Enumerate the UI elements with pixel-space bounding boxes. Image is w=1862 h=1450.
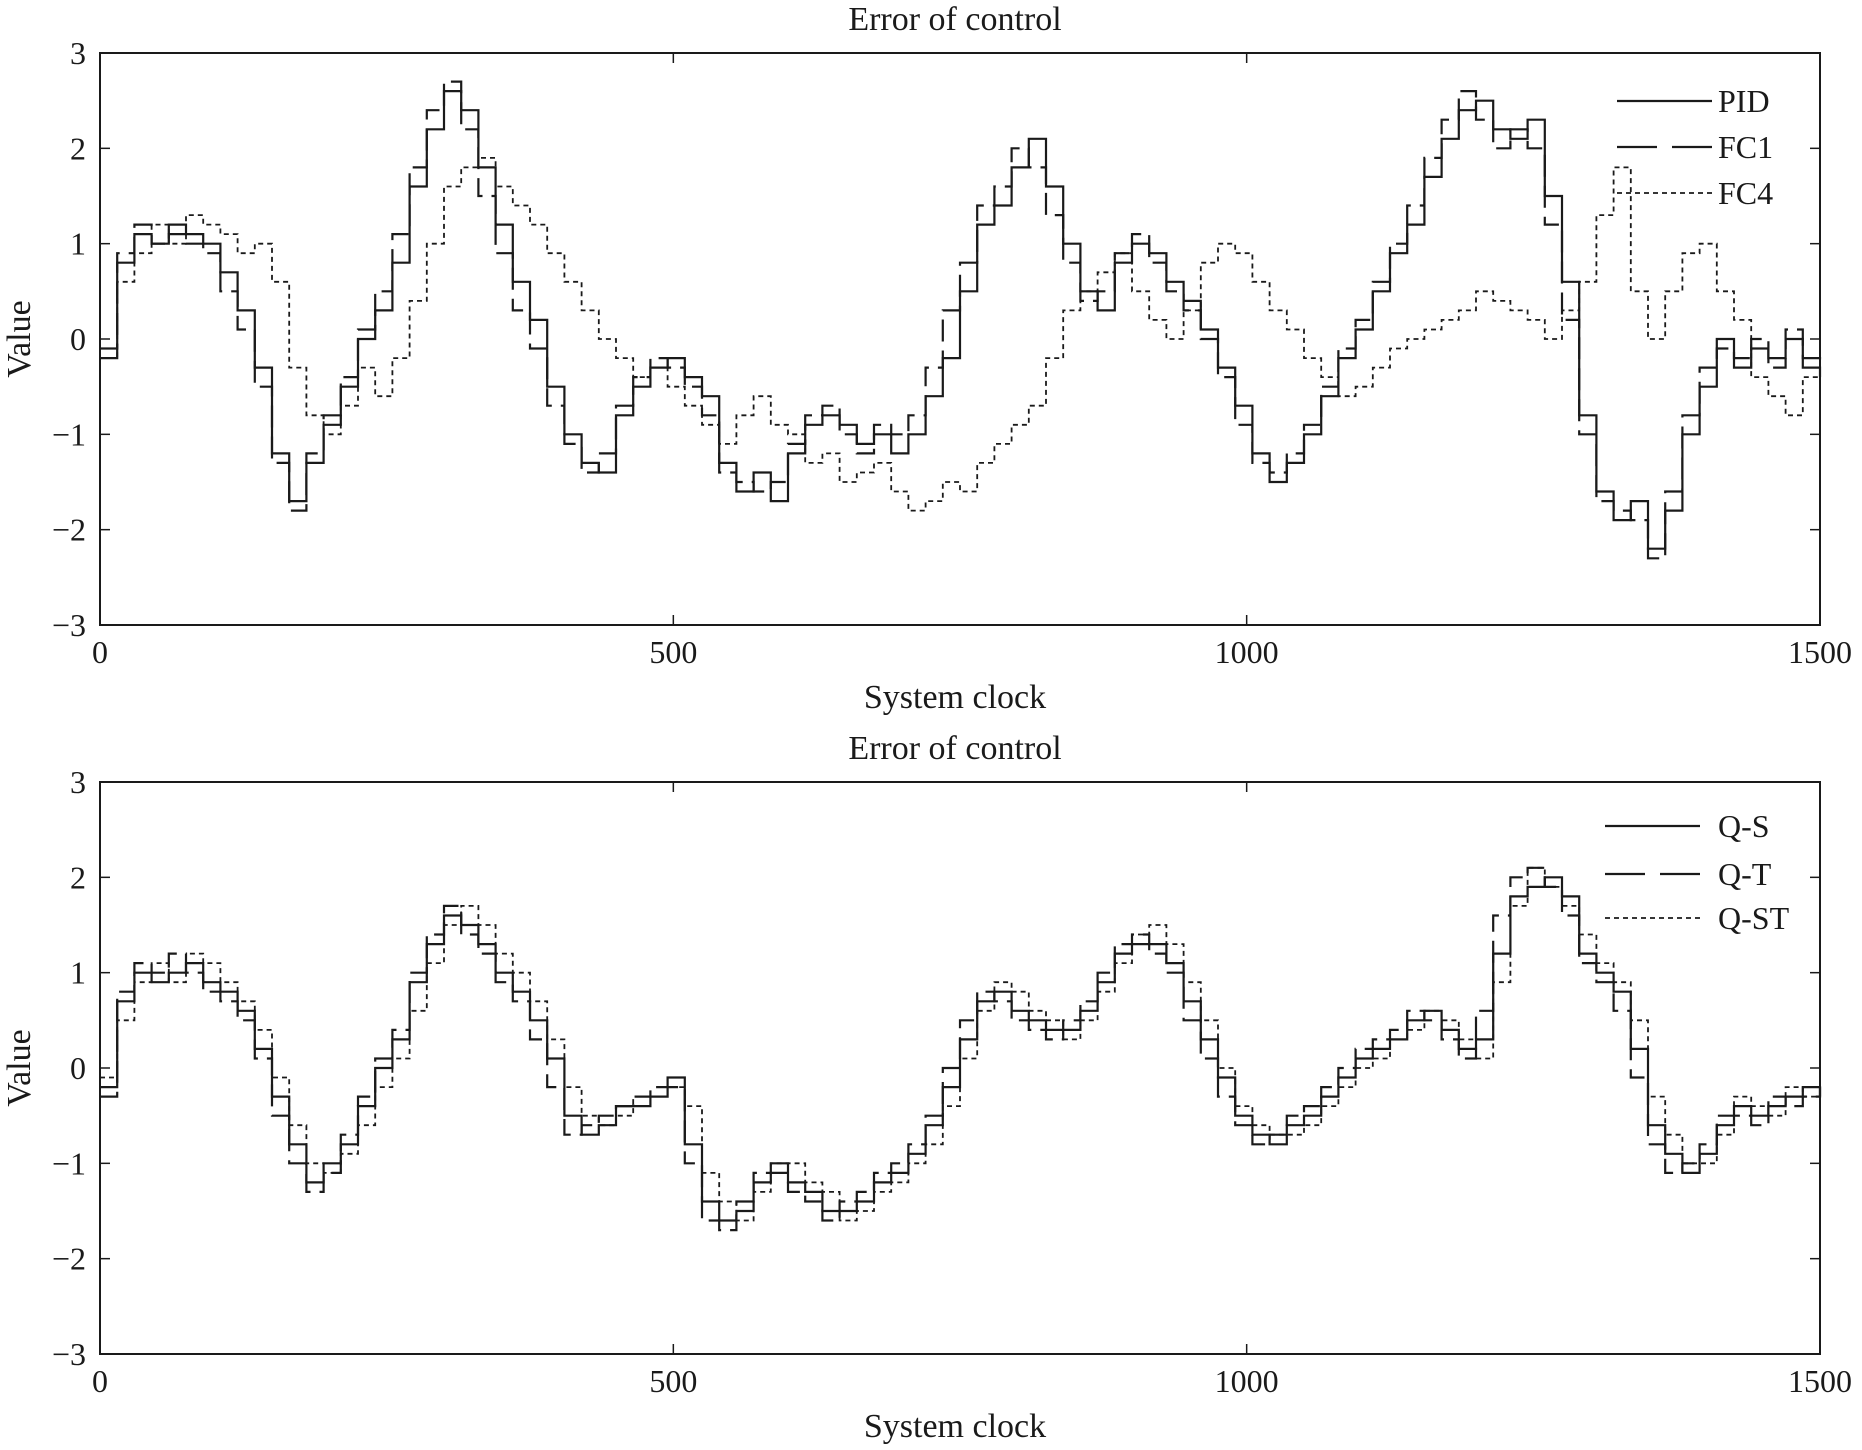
y-axis-label: Value [1, 1029, 38, 1106]
legend: Q-S Q-T Q-ST [1605, 808, 1790, 936]
legend-item-q-s: Q-S [1605, 808, 1770, 844]
legend-label-q-s: Q-S [1718, 808, 1770, 844]
series-layer [100, 866, 1822, 1232]
chart-title: Error of control [848, 730, 1061, 767]
legend-item-fc1: FC1 [1617, 129, 1773, 165]
chart-bottom: Error of control 0 500 1000 15003210−1−2−3 … [1, 730, 1852, 1445]
y-tick-label: 2 [70, 859, 86, 895]
y-tick-label: 0 [70, 1050, 86, 1086]
y-tick-label: 2 [70, 130, 86, 166]
series-fc1 [100, 80, 1822, 560]
plot-frame [99, 781, 1821, 1355]
series-layer [100, 80, 1822, 560]
y-tick-label: −2 [52, 1241, 86, 1277]
x-tick-label: 500 [649, 1363, 697, 1399]
plot-frame [99, 52, 1821, 626]
x-tick-label: 0 [92, 1363, 108, 1399]
y-tick-label: 1 [70, 226, 86, 262]
legend-item-q-st: Q-ST [1605, 900, 1790, 936]
legend-item-q-t: Q-T [1605, 856, 1772, 892]
tick-layer: 0 500 1000 1500 3 2 1 0 −1 −2 −3 [52, 764, 1852, 1399]
y-tick-label: −3 [52, 607, 86, 643]
x-tick-label: 1000 [1215, 1363, 1279, 1399]
series-q-st [100, 866, 1821, 1222]
y-tick-label: −1 [52, 416, 86, 452]
y-tick-label: −2 [52, 512, 86, 548]
chart-top: Error of control 0 500 1000 15003210−1−2−3 … [1, 1, 1852, 716]
legend-label-fc4: FC4 [1718, 175, 1773, 211]
legend: PID FC1 FC4 [1617, 83, 1773, 211]
x-axis-label: System clock [864, 679, 1046, 716]
legend-label-fc1: FC1 [1718, 129, 1773, 165]
x-tick-label: 1500 [1788, 634, 1852, 670]
x-tick-label: 1500 [1788, 1363, 1852, 1399]
x-tick-label: 0 [92, 634, 108, 670]
y-axis-label: Value [1, 300, 38, 377]
x-tick-label: 500 [649, 634, 697, 670]
y-tick-label: 0 [70, 321, 86, 357]
legend-label-pid: PID [1718, 83, 1770, 119]
y-tick-label: −1 [52, 1145, 86, 1181]
series-fc4 [100, 157, 1821, 512]
y-tick-label: 3 [70, 764, 86, 800]
tick-layer: 0 500 1000 1500 3 2 1 0 −1 −2 −3 [52, 35, 1852, 670]
series-q-t [100, 866, 1822, 1232]
chart-title: Error of control [848, 1, 1061, 38]
legend-label-q-t: Q-T [1718, 856, 1772, 892]
x-axis-label: System clock [864, 1408, 1046, 1445]
legend-item-fc4: FC4 [1617, 175, 1773, 211]
y-tick-label: 3 [70, 35, 86, 71]
legend-item-pid: PID [1617, 83, 1770, 119]
y-tick-label: 1 [70, 955, 86, 991]
x-tick-label: 1000 [1215, 634, 1279, 670]
legend-label-q-st: Q-ST [1718, 900, 1790, 936]
y-tick-label: −3 [52, 1336, 86, 1372]
